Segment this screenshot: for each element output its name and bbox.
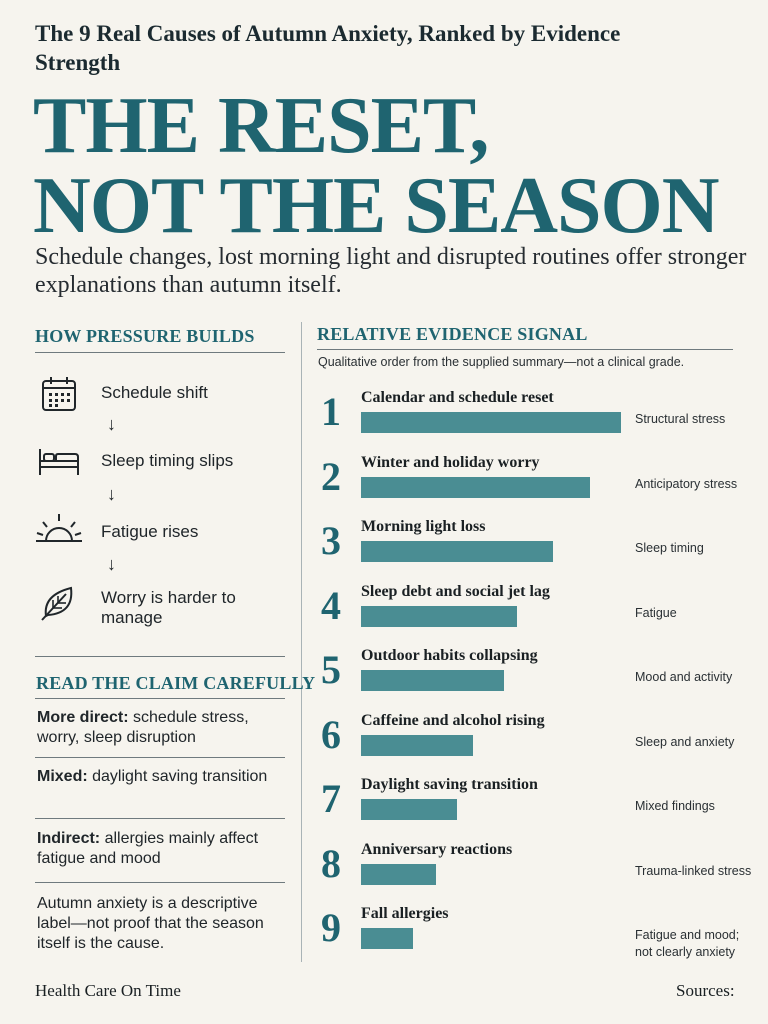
claims-title-rule [35, 698, 285, 699]
claim-direct-text: schedule stress, worry, sleep disruption [37, 709, 249, 746]
rank-number: 8 [321, 840, 341, 886]
claim-mixed: Mixed: daylight saving transition [37, 767, 287, 787]
rank-number: 2 [321, 453, 341, 499]
rank-bar [361, 928, 413, 949]
leaf-icon [41, 586, 73, 621]
flow-step-4: Worry is harder to manage [101, 588, 236, 627]
headline-line-2: NOT THE SEASON [33, 162, 720, 250]
rank-number: 7 [321, 776, 341, 821]
rank-bar [361, 670, 504, 691]
claim-rule-2 [35, 818, 285, 819]
rank-bar [361, 412, 621, 433]
rank-note: Structural stress [635, 412, 726, 426]
rank-note: Trauma-linked stress [635, 863, 752, 878]
claims-top-rule [35, 656, 285, 657]
flow-step-2: Sleep timing slips [101, 451, 234, 470]
flow-arrow-3: ↓ [107, 554, 116, 574]
rank-bar [361, 734, 473, 756]
rank-note: Sleep timing [635, 541, 704, 555]
column-divider [301, 322, 302, 962]
rank-label: Winter and holiday worry [361, 453, 540, 471]
rank-number: 1 [321, 389, 341, 434]
rank-label: Caffeine and alcohol rising [361, 711, 545, 729]
rank-label: Daylight saving transition [361, 776, 538, 793]
footer-sources: Sources: [676, 981, 735, 1000]
claim-note: Autumn anxiety is a descriptive label—no… [37, 895, 264, 952]
claims-title: READ THE CLAIM CAREFULLY [36, 673, 316, 693]
flow-step-1: Schedule shift [101, 383, 208, 402]
rank-label: Outdoor habits collapsing [361, 647, 538, 664]
claim-rule-3 [35, 882, 285, 883]
rank-bar [361, 605, 517, 627]
flow-step-3: Fatigue rises [101, 522, 199, 541]
rank-note: Anticipatory stress [635, 476, 738, 491]
claim-indirect-lead: Indirect: [37, 830, 101, 847]
sunrise-icon [36, 514, 82, 542]
claim-indirect-text: allergies mainly affect fatigue and mood [37, 830, 259, 867]
rank-bar [361, 799, 457, 820]
rank-note: Sleep and anxiety [635, 734, 735, 749]
rank-number: 5 [321, 647, 341, 692]
rank-label: Sleep debt and social jet lag [361, 582, 550, 600]
rank-note: Fatigue and mood; not clearly anxiety [635, 928, 740, 959]
evidence-subtitle: Qualitative order from the supplied summ… [318, 355, 685, 369]
rank-label: Calendar and schedule reset [361, 389, 554, 406]
rank-note: Fatigue [635, 605, 677, 620]
bed-icon [39, 449, 79, 475]
headline-line-1: THE RESET, [33, 82, 489, 170]
rank-note: Mixed findings [635, 799, 715, 813]
rank-bar [361, 863, 436, 885]
rank-label: Morning light loss [361, 518, 486, 535]
calendar-icon [42, 377, 76, 411]
rank-bar [361, 541, 553, 562]
rank-note: Mood and activity [635, 670, 733, 684]
evidence-rule [317, 349, 733, 350]
rank-number: 4 [321, 582, 341, 628]
rank-number: 3 [321, 518, 341, 563]
footer-brand: Health Care On Time [35, 981, 181, 1000]
kicker-title: The 9 Real Causes of Autumn Anxiety, Ran… [35, 21, 621, 75]
rank-number: 6 [321, 711, 341, 757]
claim-rule-1 [35, 757, 285, 758]
headline: THE RESET, NOT THE SEASON [33, 86, 753, 246]
deck: Schedule changes, lost morning light and… [35, 244, 747, 298]
claim-direct: More direct: schedule stress, worry, sle… [37, 708, 287, 748]
claim-indirect: Indirect: allergies mainly affect fatigu… [37, 829, 287, 869]
claim-mixed-text: daylight saving transition [87, 768, 268, 785]
claim-mixed-lead: Mixed: [37, 768, 88, 785]
rank-bar [361, 476, 590, 498]
rank-number: 9 [321, 905, 341, 950]
rank-label: Fall allergies [361, 905, 449, 922]
evidence-title: RELATIVE EVIDENCE SIGNAL [317, 324, 588, 344]
claim-direct-lead: More direct: [37, 709, 129, 726]
flow-arrow-1: ↓ [107, 414, 116, 434]
pressure-title: HOW PRESSURE BUILDS [35, 326, 255, 346]
rank-label: Anniversary reactions [361, 840, 513, 858]
pressure-rule [35, 352, 285, 353]
flow-arrow-2: ↓ [107, 484, 116, 504]
